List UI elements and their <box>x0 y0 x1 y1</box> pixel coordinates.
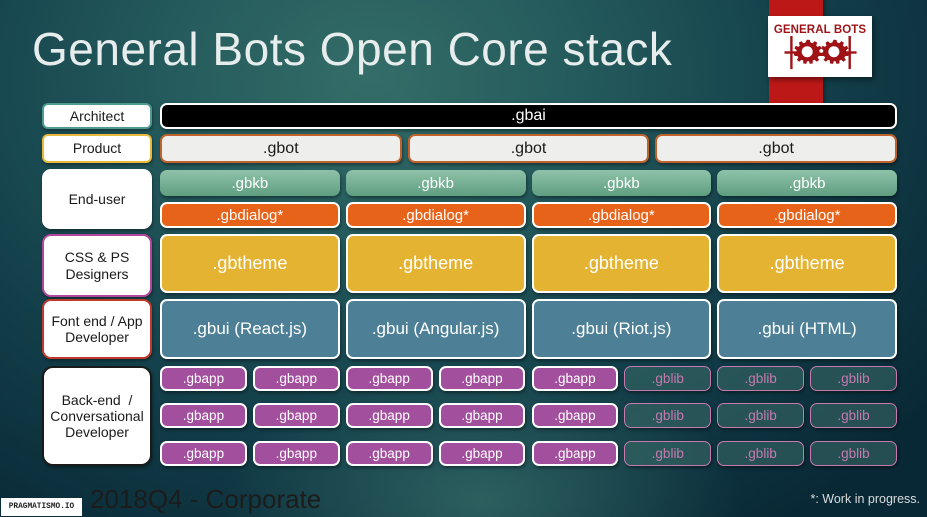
svg-text:GENERAL BOTS: GENERAL BOTS <box>774 24 867 36</box>
